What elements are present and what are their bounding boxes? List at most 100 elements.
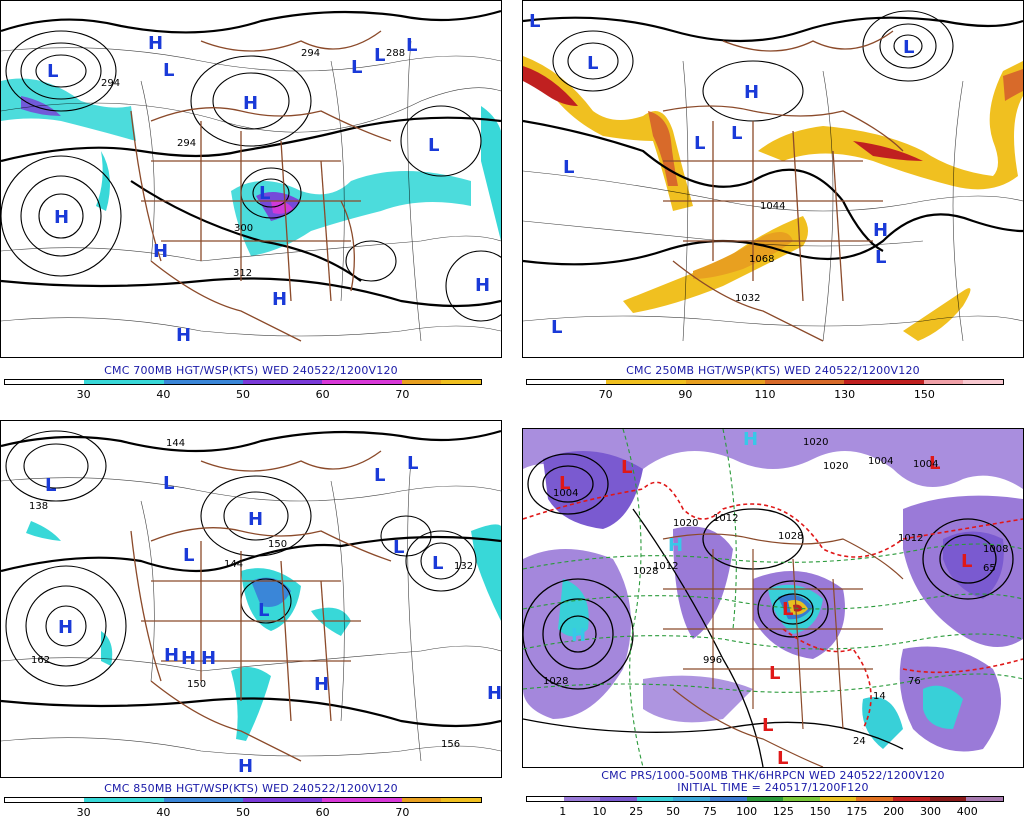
svg-text:H: H [475,275,490,296]
colorbar-segment [966,797,1003,801]
svg-text:H: H [487,683,501,704]
colorbar-tick-label: 100 [736,805,758,818]
colorbar-segment [963,380,1004,384]
svg-text:H: H [744,82,759,103]
colorbar-segment [203,798,244,802]
colorbar-segment [527,380,567,384]
center-value: 1008 [983,544,1008,555]
center-value: 1044 [760,201,785,212]
caption-850mb: CMC 850MB HGT/WSP(KTS) WED 240522/1200V1… [104,782,398,795]
colorbar-tick-label: 30 [76,806,91,819]
svg-text:L: L [393,537,404,558]
colorbar-tick-label: 130 [834,388,856,401]
colorbar-tick-label: 75 [702,805,717,818]
colorbar-tick-label: 30 [76,388,91,401]
center-value: 996 [703,655,722,666]
colorbar-segment [710,797,747,801]
svg-text:L: L [563,157,574,178]
colorbar-segment [765,380,805,384]
colorbar-segment [804,380,845,384]
center-value: 24 [853,736,866,747]
map-700mb: L H L H H H L H H L L L L H 294 294 300 … [0,0,502,358]
svg-text:H: H [248,509,263,530]
colorbar-segment [563,797,601,801]
colorbar-segment [44,380,85,384]
svg-text:H: H [176,325,191,346]
colorbar-segment [362,798,402,802]
caption-prs: CMC PRS/1000-500MB THK/6HRPCN WED 240522… [601,769,945,782]
svg-text:H: H [571,625,586,646]
colorbar-segment [362,380,402,384]
colorbar-tick-label: 125 [772,805,794,818]
map-prs: L L H H H L L L L L L 1004 1020 1028 102… [522,428,1024,768]
colorbar-segment [923,380,964,384]
colorbar-tick-label: 400 [956,805,978,818]
center-value: 1028 [778,531,803,542]
colorbar-segment [243,798,283,802]
center-value: 14 [873,691,886,702]
svg-text:H: H [243,93,258,114]
svg-text:H: H [201,648,216,669]
colorbar-segment [819,797,857,801]
center-value: 1020 [673,518,698,529]
colorbar-segment [783,797,820,801]
svg-text:H: H [181,648,196,669]
center-value: 1012 [713,513,738,524]
svg-text:L: L [782,599,793,620]
svg-text:L: L [258,600,269,621]
center-value: 294 [301,48,320,59]
center-value: 294 [177,138,196,149]
svg-text:H: H [743,429,758,450]
center-value: 1012 [898,533,923,544]
colorbar-tick-label: 150 [809,805,831,818]
center-value: 144 [166,438,185,449]
svg-text:L: L [428,135,439,156]
colorbar-segment [600,797,637,801]
center-value: 76 [908,676,921,687]
center-value: 150 [187,679,206,690]
svg-text:H: H [272,289,287,310]
colorbar-segment [5,380,45,384]
colorbar-segment [673,797,711,801]
svg-text:L: L [406,35,417,56]
svg-text:L: L [731,123,742,144]
colorbar-segment [884,380,924,384]
svg-text:L: L [929,453,940,474]
svg-text:H: H [314,674,329,695]
svg-text:L: L [777,748,788,767]
map-850mb-svg: L L L H H L H H H H H L L L L H 144 150 … [1,429,501,777]
caption-700mb: CMC 700MB HGT/WSP(KTS) WED 240522/1200V1… [104,364,398,377]
center-value: 288 [386,48,405,59]
colorbar-segment [5,798,45,802]
colorbar-segment [566,380,607,384]
center-value: 1028 [633,566,658,577]
svg-text:L: L [407,453,418,474]
svg-text:L: L [45,475,56,496]
colorbar-tick-label: 200 [883,805,905,818]
svg-text:L: L [961,551,972,572]
colorbar-segment [844,380,885,384]
colorbar-segment [441,798,482,802]
center-value: 1020 [803,437,828,448]
colorbar-segment [322,798,363,802]
colorbar-segment [527,797,564,801]
center-value: 1012 [653,561,678,572]
colorbar-segment [929,797,967,801]
colorbar-segment [84,380,125,384]
colorbar-segment [243,380,283,384]
colorbar-segment [646,380,686,384]
center-value: 144 [224,559,243,570]
center-value: 1004 [913,459,938,470]
center-value: 1004 [868,456,893,467]
colorbar-segment [441,380,482,384]
colorbar-tick-label: 175 [846,805,868,818]
colorbar-segment [124,798,164,802]
center-value: 300 [234,223,253,234]
colorbar-segment [163,380,204,384]
colorbar-segment [163,798,204,802]
center-value: 1020 [823,461,848,472]
colorbar-tick-label: 110 [754,388,776,401]
colorbar-tick-label: 60 [315,388,330,401]
colorbar-segment [322,380,363,384]
colorbar-tick-label: 150 [913,388,935,401]
